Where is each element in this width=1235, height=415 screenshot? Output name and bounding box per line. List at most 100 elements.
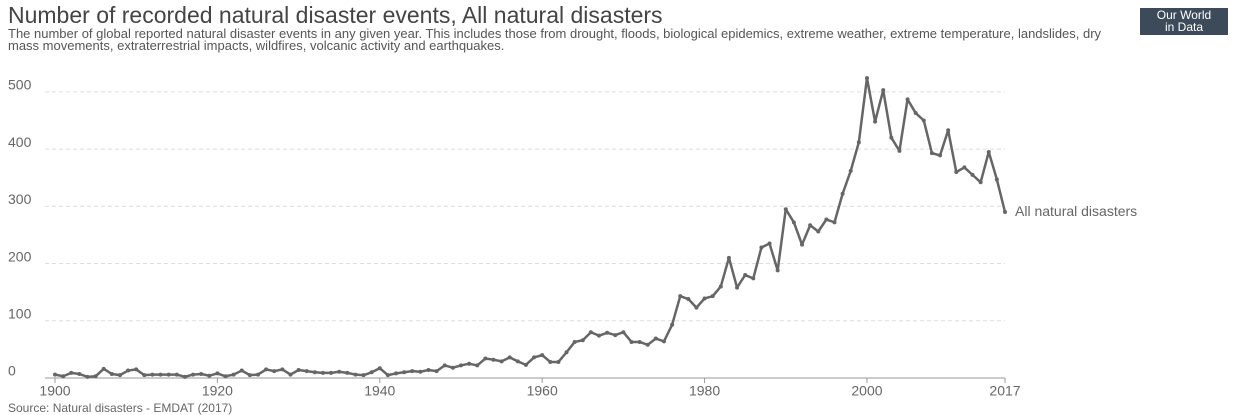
data-point	[710, 294, 715, 299]
x-tick-label: 1980	[689, 383, 720, 399]
y-tick-label: 500	[8, 77, 32, 93]
y-tick-label: 400	[8, 134, 32, 150]
data-point	[337, 369, 342, 374]
data-point	[726, 255, 731, 260]
data-point	[467, 361, 472, 366]
data-point	[418, 369, 423, 374]
data-point	[247, 373, 252, 378]
data-point	[207, 373, 212, 378]
data-point	[385, 373, 390, 378]
x-tick-label: 1940	[364, 383, 395, 399]
data-point	[69, 370, 74, 375]
data-point	[735, 285, 740, 290]
data-point	[751, 276, 756, 281]
logo: Our World in Data	[1140, 8, 1228, 35]
data-point	[767, 241, 772, 246]
data-point	[881, 88, 886, 93]
data-point	[946, 128, 951, 133]
data-point	[978, 180, 983, 185]
source: Source: Natural disasters - EMDAT (2017)	[8, 401, 233, 415]
data-point	[613, 333, 618, 338]
data-point	[109, 371, 114, 376]
data-point	[361, 373, 366, 378]
data-point	[483, 356, 488, 361]
data-point	[970, 172, 975, 177]
data-point	[264, 367, 269, 372]
data-point	[320, 370, 325, 375]
data-point	[621, 330, 626, 335]
data-point	[223, 374, 228, 379]
data-point	[101, 366, 106, 371]
data-point	[450, 365, 455, 370]
y-tick-label: 0	[8, 363, 16, 379]
data-point	[296, 367, 301, 372]
y-tick-label: 300	[8, 191, 32, 207]
data-point	[994, 177, 999, 182]
data-point	[686, 297, 691, 302]
data-point	[272, 369, 277, 374]
chart-title: Number of recorded natural disaster even…	[8, 2, 663, 28]
data-point	[1003, 210, 1007, 215]
x-tick-label: 2000	[851, 383, 882, 399]
data-point	[288, 372, 293, 377]
x-tick-label: 1960	[527, 383, 558, 399]
data-point	[174, 372, 179, 377]
data-point	[402, 370, 407, 375]
data-point	[580, 338, 585, 343]
data-point	[856, 140, 861, 145]
data-point	[126, 368, 131, 373]
data-point	[597, 333, 602, 338]
data-point	[394, 371, 399, 376]
data-point	[637, 339, 642, 344]
data-point	[564, 350, 569, 355]
data-point	[329, 370, 334, 375]
data-point	[905, 97, 910, 102]
data-point	[523, 362, 528, 367]
data-point	[458, 363, 463, 368]
data-point	[312, 370, 317, 375]
data-point	[718, 284, 723, 289]
data-point	[532, 355, 537, 360]
data-point	[507, 355, 512, 360]
data-point	[783, 207, 788, 212]
data-point	[889, 135, 894, 140]
logo-line: Our World	[1156, 8, 1212, 22]
data-point	[515, 359, 520, 364]
data-point	[61, 374, 66, 379]
data-point	[426, 367, 431, 372]
data-point	[142, 373, 147, 378]
data-point	[540, 353, 545, 358]
data-point	[702, 296, 707, 301]
data-point	[588, 330, 593, 335]
data-point	[117, 373, 122, 378]
data-point	[77, 371, 82, 376]
data-point	[929, 151, 934, 156]
y-tick-label: 100	[8, 305, 32, 321]
data-point	[759, 245, 764, 250]
data-point	[661, 339, 666, 344]
chart-subtitle: The number of global reported natural di…	[8, 26, 1102, 53]
data-point	[53, 372, 57, 377]
data-point	[215, 371, 220, 376]
data-point	[816, 229, 821, 234]
data-point	[239, 368, 244, 373]
data-point	[962, 165, 967, 170]
data-point	[166, 372, 171, 377]
data-point	[134, 367, 139, 372]
data-point	[653, 336, 658, 341]
data-point	[93, 374, 98, 379]
x-tick-label: 1920	[202, 383, 233, 399]
logo-line: in Data	[1164, 20, 1204, 34]
data-point	[954, 170, 959, 174]
data-point	[645, 342, 650, 347]
data-point	[791, 220, 796, 225]
data-point	[410, 369, 415, 374]
data-point	[864, 76, 869, 81]
series-line	[54, 76, 1007, 379]
data-point	[434, 369, 439, 374]
data-point	[808, 223, 813, 228]
data-point	[743, 273, 748, 277]
data-point	[475, 363, 480, 368]
data-point	[85, 374, 90, 379]
